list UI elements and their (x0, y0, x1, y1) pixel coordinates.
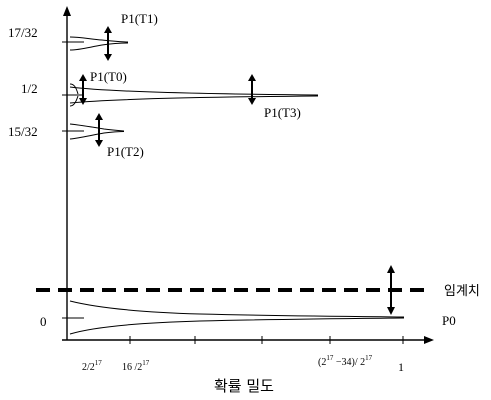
x-tick-1: 1 (398, 360, 404, 374)
label-p1-t3: P1(T3) (264, 105, 301, 120)
label-p0: P0 (442, 313, 456, 328)
x-tick-2-2-17: 2/217 (82, 359, 102, 373)
double-arrow-threshold-gap (387, 265, 395, 315)
curve-p1-t2 (62, 123, 125, 140)
curve-p1-t0 (69, 83, 79, 107)
threshold-label: 임계치 (444, 284, 480, 299)
y-tick-1-2: 1/2 (21, 81, 38, 96)
curve-p0 (62, 300, 405, 335)
double-arrow-t3 (248, 74, 256, 105)
y-axis (63, 6, 71, 340)
label-p1-t0: P1(T0) (90, 69, 127, 84)
curve-p1-t1 (62, 36, 129, 51)
y-tick-15-32: 15/32 (8, 124, 38, 139)
label-p1-t2: P1(T2) (107, 144, 144, 159)
double-arrow-t0 (79, 74, 87, 105)
double-arrow-t2 (95, 113, 103, 147)
x-tick-16-2-17: 16 /217 (122, 359, 150, 373)
label-p1-t1: P1(T1) (121, 11, 158, 26)
y-tick-0: 0 (40, 314, 47, 329)
curve-p1-t3 (62, 86, 319, 104)
y-tick-17-32: 17/32 (8, 25, 38, 40)
x-axis (62, 336, 434, 344)
double-arrow-t1 (104, 26, 112, 61)
x-axis-title: 확률 밀도 (214, 377, 274, 395)
x-tick-end-minus-34: (217 −34)/ 217 (318, 354, 373, 368)
